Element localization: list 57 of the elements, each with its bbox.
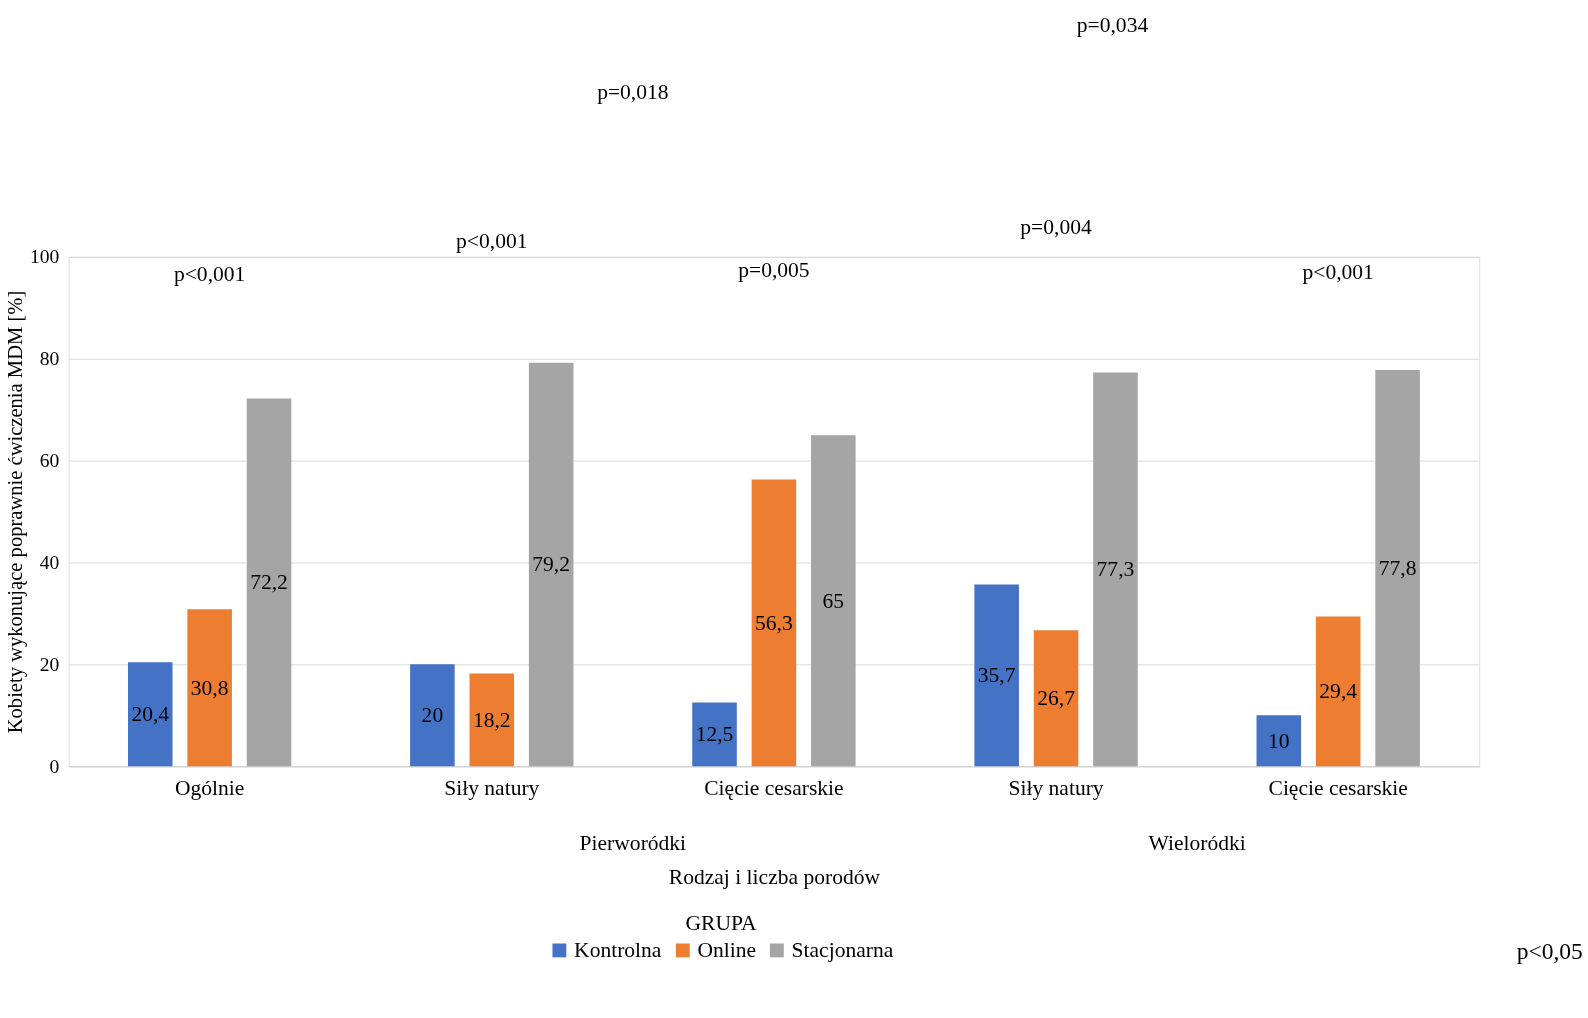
y-tick-label: 40: [39, 551, 60, 573]
annotation: p=0,005: [738, 258, 810, 283]
text: p<0,001: [456, 229, 528, 254]
text: p=0,034: [1076, 13, 1149, 38]
data-label: 35,7: [977, 663, 1016, 688]
data-label: 18,2: [472, 707, 511, 732]
data-label: 20: [421, 703, 444, 728]
bar: [127, 662, 173, 767]
bar: [410, 664, 455, 767]
data-label: 29,4: [1319, 679, 1358, 704]
bar: [811, 435, 856, 767]
legend-title: GRUPA: [685, 910, 757, 935]
bar: [1033, 630, 1079, 767]
data-label: 20,4: [131, 702, 170, 727]
y-tick-label: 20: [39, 653, 60, 675]
x-tick-label: Siły natury: [1008, 776, 1104, 801]
x-tick-label: Cięcie cesarskie: [1268, 776, 1408, 801]
data-label: 77,3: [1096, 557, 1135, 582]
data-label: 26,7: [1037, 686, 1076, 711]
y-tick-label: 80: [39, 348, 60, 370]
y-tick-label: 100: [29, 246, 60, 268]
bar: [469, 673, 515, 767]
data-label: 65: [822, 588, 845, 613]
data-label: 56,3: [755, 610, 793, 635]
data-label: 10: [1268, 728, 1290, 753]
text: Wieloródki: [1148, 830, 1246, 855]
bar: [528, 362, 574, 767]
y-tick-label: 60: [39, 449, 60, 471]
y-tick-label: 0: [49, 755, 60, 777]
text: p=0,004: [1020, 215, 1092, 240]
x-tick-label: Siły natury: [444, 776, 540, 801]
data-label: 12,5: [695, 722, 734, 747]
data-label: 79,2: [532, 552, 571, 577]
legend-label: Kontrolna: [574, 938, 662, 963]
bar: [246, 398, 292, 767]
text: p=0,018: [597, 80, 669, 105]
legend-label: Online: [697, 938, 757, 963]
annotation: p<0,001: [1302, 260, 1374, 285]
x-axis-title: Rodzaj i liczba porodów: [668, 865, 881, 890]
data-label: 72,2: [250, 570, 288, 595]
bar: [1375, 369, 1420, 767]
bar: [1315, 616, 1361, 767]
data-label: 77,8: [1378, 555, 1417, 580]
annotation: p<0,001: [173, 262, 246, 287]
data-label: 30,8: [190, 675, 229, 700]
bar: [692, 702, 737, 767]
bar: [1256, 715, 1302, 767]
text: Pierworódki: [579, 830, 687, 855]
bar: [974, 584, 1019, 767]
text: p<0,05: [1516, 938, 1583, 965]
y-axis-title: Kobiety wykonujące poprawnie ćwiczenia MDM [%]: [4, 290, 28, 734]
bar: [751, 479, 797, 767]
legend-label: Stacjonarna: [791, 938, 894, 963]
bar: [1093, 372, 1138, 767]
x-tick-label: Cięcie cesarskie: [704, 776, 844, 801]
x-tick-label: Ogólnie: [174, 776, 245, 801]
bar: [187, 609, 232, 767]
